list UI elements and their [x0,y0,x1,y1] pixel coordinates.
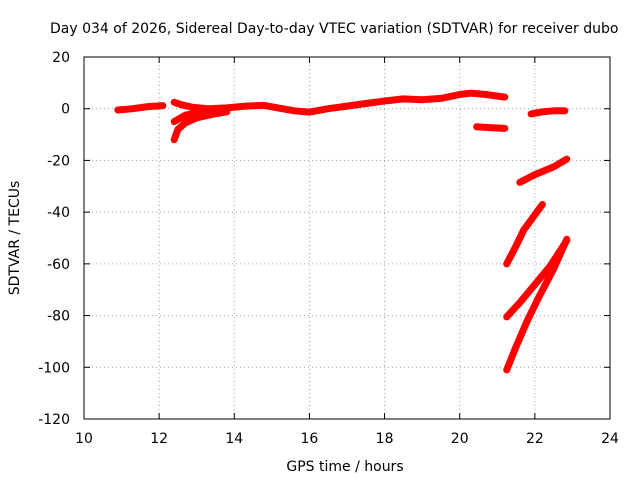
x-tick-label: 16 [301,431,319,447]
y-tick-label: 0 [61,102,70,118]
chart-title: Day 034 of 2026, Sidereal Day-to-day VTE… [50,21,618,37]
y-tick-label: -120 [38,412,70,428]
axis-ticks: 10 12 14 16 18 20 22 24 20 0 -20 -40 -60 -80 -100 -120 [38,50,619,447]
x-tick-label: 12 [150,431,168,447]
x-tick-label: 24 [601,431,619,447]
series-track-21-20c [503,235,571,374]
data-series [114,89,571,374]
y-tick-label: -80 [47,309,70,325]
x-tick-label: 10 [75,431,93,447]
x-tick-label: 20 [451,431,469,447]
series-main-track [114,102,167,114]
y-tick-label: 20 [52,50,70,66]
x-tick-label: 22 [526,431,544,447]
y-tick-label: -40 [47,205,70,221]
x-axis-label: GPS time / hours [286,459,403,475]
y-tick-label: -20 [47,153,70,169]
series-track-21-40 [527,107,569,118]
y-axis-label: SDTVAR / TECUs [7,181,23,296]
x-tick-label: 18 [376,431,394,447]
series-track-21-60 [516,155,571,186]
series-track-12-30-mid [170,106,223,126]
y-tick-label: -100 [38,360,70,376]
plot-frame [83,56,611,420]
grid [84,57,610,419]
series-track-20-30 [473,123,509,132]
x-tick-label: 14 [225,431,243,447]
y-tick-label: -60 [47,257,70,273]
series-track-21-20a [503,200,546,268]
